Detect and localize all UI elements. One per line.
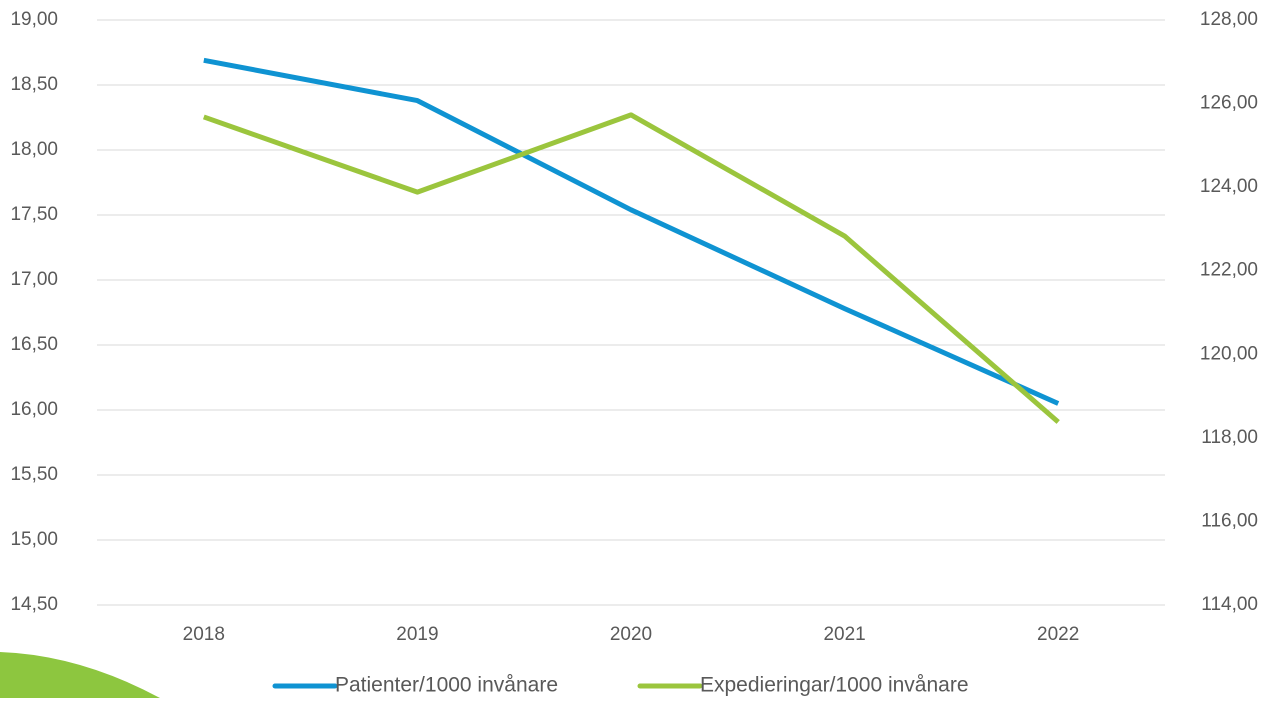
y-tick-label: 16,00 <box>10 399 58 420</box>
series-line <box>202 112 1060 424</box>
x-tick-label: 2019 <box>396 624 438 645</box>
y2-tick-label: 120,00 <box>1200 343 1258 364</box>
y-tick-label: 15,00 <box>10 529 58 550</box>
legend-label: Expedieringar/1000 invånare <box>700 674 969 697</box>
y-tick-label: 15,50 <box>10 464 58 485</box>
y-tick-label: 18,00 <box>10 139 58 160</box>
decoration <box>0 652 160 698</box>
x-tick-label: 2022 <box>1037 624 1079 645</box>
y-tick-label: 17,50 <box>10 204 58 225</box>
x-tick-label: 2018 <box>183 624 225 645</box>
x-tick-label: 2020 <box>610 624 652 645</box>
y2-tick-label: 128,00 <box>1200 9 1258 30</box>
y2-tick-label: 118,00 <box>1201 427 1258 448</box>
x-tick-label: 2021 <box>823 624 865 645</box>
series-line <box>203 57 1060 406</box>
y-tick-label: 18,50 <box>10 74 58 95</box>
y2-tick-label: 124,00 <box>1200 176 1258 197</box>
y-tick-label: 14,50 <box>10 594 58 615</box>
y2-tick-label: 116,00 <box>1201 510 1258 531</box>
y-tick-label: 17,00 <box>10 269 58 290</box>
y2-tick-label: 126,00 <box>1200 93 1258 114</box>
y2-tick-label: 114,00 <box>1201 594 1258 615</box>
legend-label: Patienter/1000 invånare <box>335 674 558 697</box>
y-tick-label: 16,50 <box>10 334 58 355</box>
y-tick-label: 19,00 <box>10 9 58 30</box>
y2-tick-label: 122,00 <box>1200 260 1258 281</box>
